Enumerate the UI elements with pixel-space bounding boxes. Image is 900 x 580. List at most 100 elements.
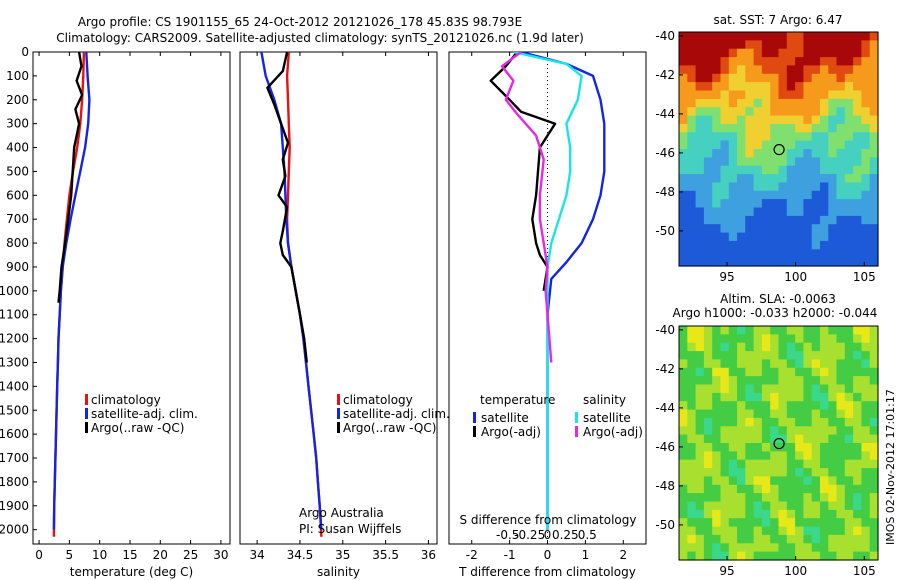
map-cell: [803, 215, 813, 225]
map-cell: [695, 551, 705, 561]
map-cell: [853, 376, 862, 386]
map-cell: [811, 232, 821, 242]
map-cell: [795, 190, 804, 200]
map-cell: [737, 501, 746, 511]
map-cell: [861, 224, 871, 234]
map-cell: [745, 98, 755, 108]
map-cell: [836, 249, 846, 259]
map-cell: [795, 65, 804, 75]
map-cell: [703, 48, 713, 58]
map-cell: [712, 73, 722, 83]
map-cell: [828, 468, 838, 478]
map-cell: [703, 443, 713, 452]
map-cell: [786, 401, 796, 411]
map-cell: [712, 484, 722, 494]
map-cell: [795, 257, 804, 267]
map-cell: [795, 459, 804, 469]
map-cell: [786, 434, 796, 444]
map-cell: [778, 426, 788, 436]
legend-swatch: [337, 408, 340, 419]
map-cell: [803, 543, 813, 553]
map-cell: [679, 426, 688, 436]
map-cell: [753, 240, 763, 250]
map-cell: [811, 257, 821, 267]
map-cell: [820, 65, 829, 75]
y-tick-label: 0: [21, 45, 29, 59]
map-cell: [820, 174, 829, 184]
map-cell: [778, 232, 788, 242]
map-cell: [778, 165, 788, 175]
map-cell: [737, 426, 746, 436]
map-cell: [745, 342, 755, 352]
map-cell: [753, 376, 763, 386]
map-cell: [853, 232, 862, 242]
map-cell: [869, 351, 879, 361]
map-cell: [778, 157, 788, 167]
map-cell: [703, 476, 713, 486]
map-cell: [761, 409, 771, 419]
map-cell: [853, 123, 862, 133]
map-cell: [703, 115, 713, 125]
map-cell: [712, 543, 722, 553]
y-tick-label: -40: [655, 29, 675, 43]
legend-header-temperature: temperature: [480, 393, 555, 407]
map-cell: [803, 509, 813, 519]
map-cell: [853, 40, 862, 50]
map-cell: [720, 224, 730, 234]
map-cell: [853, 334, 862, 344]
map-cell: [728, 157, 738, 167]
map-cell: [828, 342, 838, 352]
map-cell: [844, 190, 854, 200]
map-cell: [820, 215, 829, 225]
map-cell: [728, 451, 738, 461]
map-cell: [778, 199, 788, 209]
map-cell: [712, 132, 722, 142]
map-cell: [828, 240, 838, 250]
map-cell: [761, 40, 771, 50]
map-cell: [720, 351, 730, 361]
map-cell: [737, 249, 746, 259]
map-cell: [795, 57, 804, 67]
map-cell: [861, 257, 871, 267]
map-cell: [844, 240, 854, 250]
map-cell: [745, 359, 755, 369]
map-cell: [770, 165, 780, 175]
map-cell: [720, 543, 730, 553]
map-cell: [737, 149, 746, 158]
map-cell: [820, 249, 829, 259]
map-cell: [695, 165, 705, 175]
map-cell: [820, 509, 829, 519]
map-cell: [778, 215, 788, 225]
plot-frame: [239, 51, 438, 545]
map-cell: [803, 207, 813, 217]
x-tick-label: 10: [92, 548, 107, 562]
map-cell: [737, 417, 746, 427]
y-tick-label: 2000: [0, 523, 29, 537]
map-cell: [811, 182, 821, 192]
map-cell: [720, 174, 730, 184]
map-cell: [679, 57, 688, 67]
map-cell: [811, 392, 821, 402]
map-cell: [786, 90, 796, 100]
map-cell: [861, 342, 871, 352]
map-cell: [803, 190, 813, 200]
map-cell: [712, 376, 722, 386]
map-cell: [745, 65, 755, 75]
map-cell: [820, 32, 829, 41]
map-cell: [778, 342, 788, 352]
map-cell: [844, 526, 854, 536]
map-cell: [687, 526, 697, 536]
map-frame: [678, 325, 879, 561]
map-cell: [820, 82, 829, 92]
map-cell: [770, 82, 780, 92]
map-cell: [795, 384, 804, 394]
map-cell: [687, 534, 697, 544]
map-cell: [761, 543, 771, 553]
map-cell: [786, 215, 796, 225]
map-cell: [737, 434, 746, 444]
map-cell: [720, 48, 730, 58]
map-cell: [753, 174, 763, 184]
map-cell: [786, 509, 796, 519]
map-cell: [795, 518, 804, 528]
